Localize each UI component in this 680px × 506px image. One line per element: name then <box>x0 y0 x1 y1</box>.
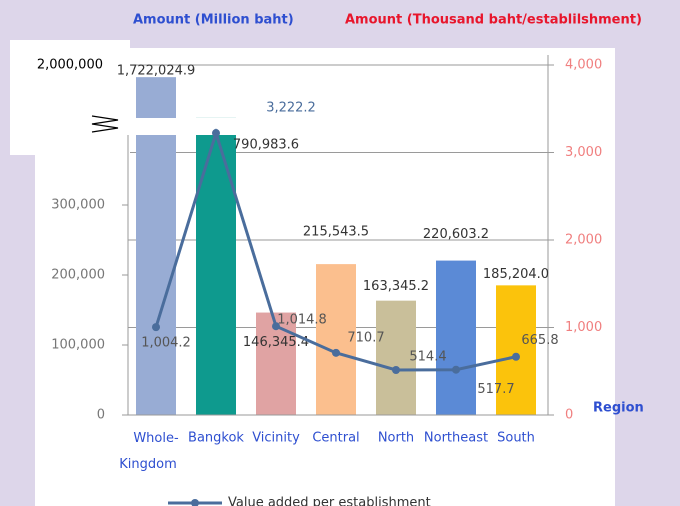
line-point <box>152 323 160 332</box>
x-tick-label: South <box>497 431 535 446</box>
y2-tick-label: 2,000 <box>565 233 602 248</box>
bar <box>316 264 356 415</box>
line-value-label: 1,004.2 <box>141 336 191 351</box>
bar-value-label: 163,345.2 <box>363 279 429 294</box>
y2-axis-title: Amount (Thousand baht/establilshment) <box>345 13 642 28</box>
bar-value-label: 146,345.4 <box>243 335 309 350</box>
legend-marker <box>191 499 199 506</box>
bar <box>496 285 536 415</box>
line-value-label: 710.7 <box>347 330 384 345</box>
bar-value-label: 790,983.6 <box>233 137 299 152</box>
legend-label: Value added per establishment <box>228 496 431 506</box>
x-tick-label: Central <box>312 431 359 446</box>
x-tick-label: Whole-Kingdom <box>119 431 179 472</box>
x-tick-label: Bangkok <box>188 431 244 446</box>
line-value-label: 665.8 <box>521 333 558 348</box>
bar-value-label: 185,204.0 <box>483 267 549 282</box>
break-symbol <box>91 115 119 133</box>
line-point <box>452 365 460 374</box>
line-point <box>212 129 220 138</box>
y2-tick-label: 0 <box>565 408 573 423</box>
line-point <box>392 365 400 374</box>
line-value-label: 517.7 <box>477 382 514 397</box>
line-value-label: 514.4 <box>409 349 446 364</box>
line-point <box>272 322 280 331</box>
bar <box>436 260 476 415</box>
y-tick-label: 100,000 <box>51 338 105 353</box>
axis-break-gap <box>130 118 265 135</box>
y2-tick-label: 3,000 <box>565 145 602 160</box>
x-tick-label: Vicinity <box>252 431 300 446</box>
bar-value-label: 215,543.5 <box>303 225 369 240</box>
break-box <box>10 40 130 155</box>
y-tick-label: 2,000,000 <box>37 58 103 73</box>
line-value-label: 3,222.2 <box>266 101 316 116</box>
line-point <box>512 352 520 361</box>
x-axis-title: Region <box>593 401 644 416</box>
x-tick-label: Northeast <box>424 431 488 446</box>
line-value-label: 1,014.8 <box>277 313 327 328</box>
y-axis-title: Amount (Million baht) <box>133 13 294 28</box>
y-tick-label: 300,000 <box>51 198 105 213</box>
line-point <box>332 348 340 357</box>
bar-value-label: 220,603.2 <box>423 227 489 242</box>
bar <box>376 300 416 415</box>
y-tick-label: 0 <box>97 408 105 423</box>
bar-value-label: 1,722,024.9 <box>117 64 196 79</box>
y-tick-label: 200,000 <box>51 268 105 283</box>
y2-tick-label: 4,000 <box>565 58 602 73</box>
bar <box>196 117 236 415</box>
y2-tick-label: 1,000 <box>565 320 602 335</box>
x-tick-label: North <box>378 431 414 446</box>
